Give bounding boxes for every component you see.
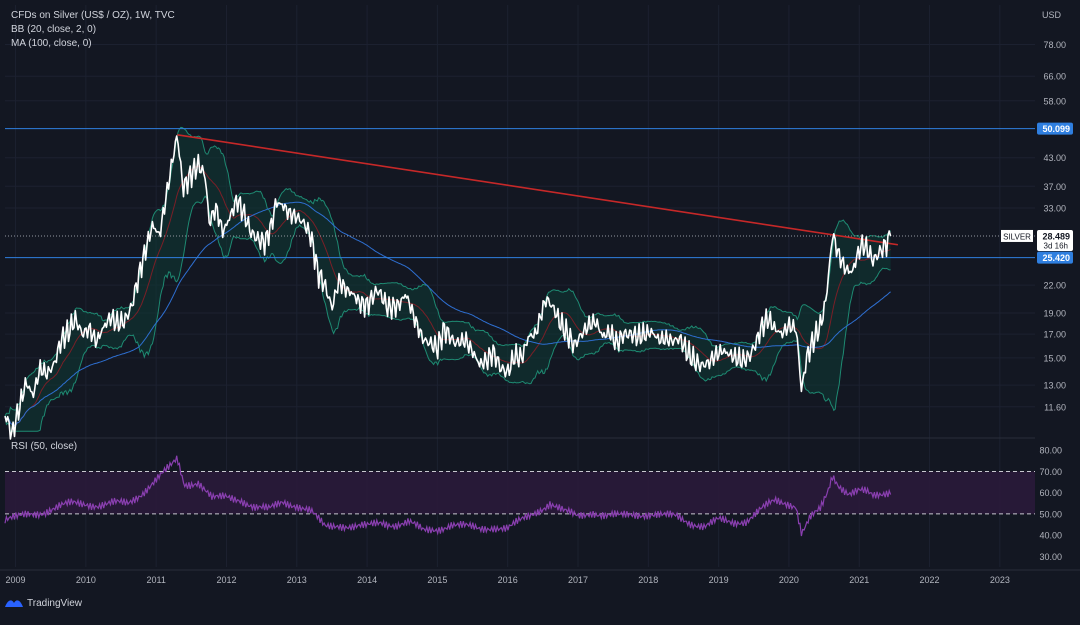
y-tick-label: 17.00 [1043,330,1066,340]
moving-average [4,201,891,427]
x-tick-label: 2019 [709,575,729,585]
horizontal-levels[interactable] [5,128,1035,259]
tradingview-brand[interactable]: TradingView [5,597,82,609]
level-tag-50099: 50.099 [1042,124,1070,134]
x-tick-label: 2011 [146,575,165,585]
y-tick-label: 19.00 [1043,308,1066,318]
silver-price-line [4,135,892,440]
x-tick-label: 2023 [990,575,1010,585]
ma-indicator-label[interactable]: MA (100, close, 0) [11,38,92,49]
y-tick-label: 11.60 [1044,402,1066,412]
x-tick-label: 2012 [216,575,236,585]
y-tick-label: 58.00 [1043,96,1066,106]
y-tick-label: 33.00 [1043,204,1066,214]
x-tick-label: 2017 [568,575,588,585]
bb-upper-line [4,126,891,417]
tradingview-logo-icon [5,600,23,607]
y-tick-label: 37.00 [1043,182,1066,192]
rsi-indicator-label[interactable]: RSI (50, close) [11,441,78,452]
x-tick-label: 2022 [920,575,940,585]
currency-label[interactable]: USD [1042,10,1062,20]
last-price-tag: 28.489 [1042,231,1070,241]
rsi-y-axis[interactable]: 80.00 70.00 60.00 50.00 40.00 30.00 [1039,446,1062,562]
y-tick-label: 13.00 [1043,381,1066,391]
x-tick-label: 2020 [779,575,799,585]
x-tick-label: 2010 [76,575,96,585]
level-tag-25420: 25.420 [1042,253,1070,263]
x-axis[interactable]: 2009 2010 2011 2012 2013 2014 2015 2016 2017 2018… [6,575,1010,585]
symbol-tag-bg [1001,229,1033,242]
level-tag-50099-bg [1037,122,1073,135]
brand-name: TradingView [27,597,83,609]
chart-title[interactable]: CFDs on Silver (US$ / OZ), 1W, TVC [11,10,175,21]
trendline[interactable] [177,134,899,246]
x-tick-label: 2013 [287,575,307,585]
bb-lower-line [4,195,891,432]
rsi-series [4,455,892,537]
bb-indicator-label[interactable]: BB (20, close, 2, 0) [11,24,97,35]
ma-line [4,201,891,427]
y-tick-label: 22.00 [1043,281,1066,291]
rsi-tick-label: 50.00 [1039,509,1062,519]
x-tick-label: 2015 [427,575,447,585]
x-tick-label: 2021 [849,575,869,585]
rsi-tick-label: 30.00 [1039,552,1062,562]
bb-fill [5,127,891,432]
rsi-line [4,455,892,537]
rsi-tick-label: 60.00 [1039,488,1062,498]
x-tick-label: 2014 [357,575,377,585]
rsi-tick-label: 40.00 [1039,531,1062,541]
bar-countdown: 3d 16h [1044,241,1068,250]
price-series [4,135,892,440]
y-tick-label: 78.00 [1043,40,1066,50]
y-tick-label: 66.00 [1043,72,1066,82]
rsi-tick-label: 70.00 [1039,467,1062,477]
y-axis[interactable]: 78.00 66.00 58.00 43.00 37.00 33.00 22.00 19.00… [1043,40,1066,412]
level-tag-25420-bg [1037,251,1073,264]
x-tick-label: 2018 [638,575,658,585]
resistance-trendline [177,134,899,246]
last-price-tag-bg [1037,229,1073,251]
x-tick-label: 2016 [498,575,518,585]
y-tick-label: 15.00 [1043,353,1066,363]
y-tick-label: 43.00 [1043,153,1066,163]
x-tick-label: 2009 [6,575,26,585]
symbol-tag: SILVER [1003,232,1031,241]
rsi-tick-label: 80.00 [1039,446,1062,456]
